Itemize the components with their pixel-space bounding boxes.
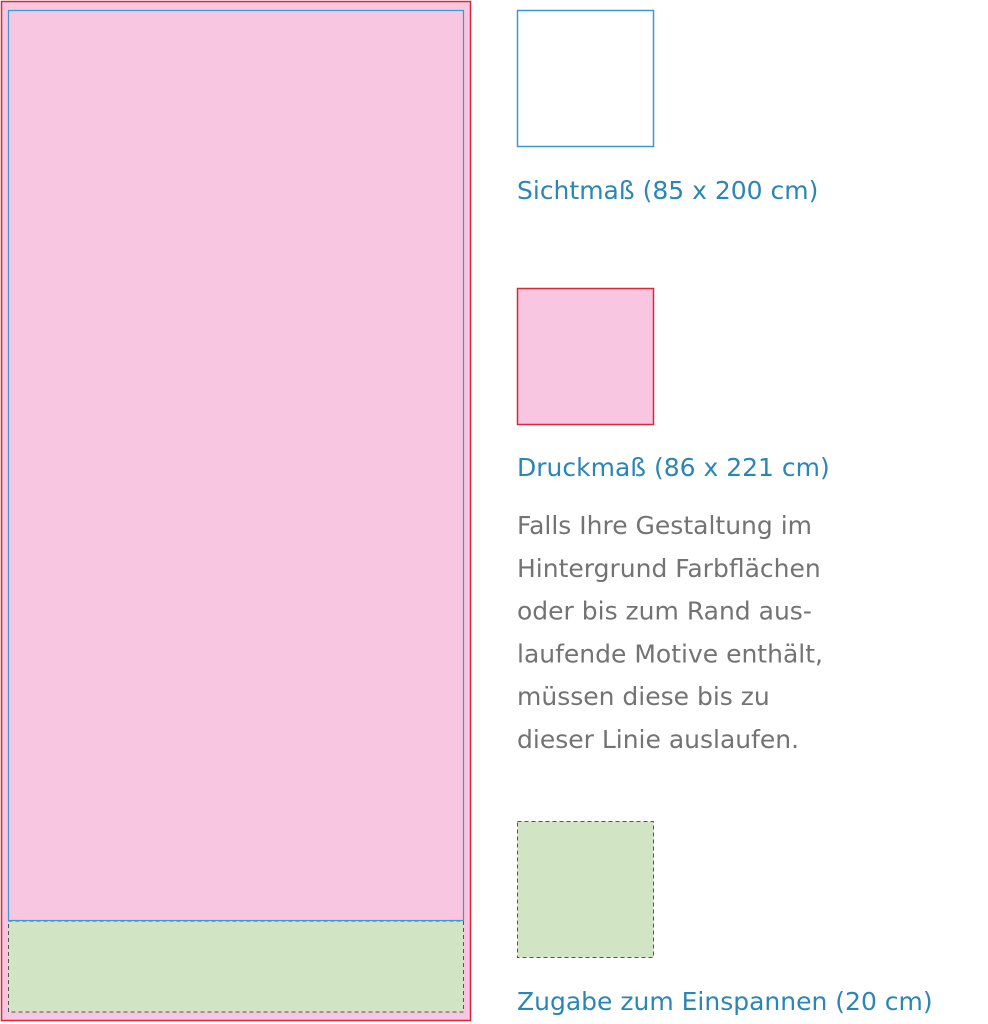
swatch-allowance	[517, 821, 654, 958]
label: Zugabe zum Einspannen (20 cm)	[517, 987, 933, 1016]
description-line: laufende Motive enthält,	[517, 639, 823, 668]
label: Druckmaß (86 x 221 cm)	[517, 453, 830, 482]
description-line: Falls Ihre Gestaltung im	[517, 511, 812, 540]
print-area	[0, 0, 472, 1022]
description-line: oder bis zum Rand aus-	[517, 597, 812, 626]
description-line: dieser Linie auslaufen.	[517, 725, 799, 754]
swatch-visible	[516, 9, 655, 148]
description: Falls Ihre Gestaltung im Hintergrund Farb…	[517, 511, 823, 754]
description-line: Hintergrund Farbflächen	[517, 554, 821, 583]
label: Sichtmaß (85 x 200 cm)	[517, 176, 818, 205]
swatch-print	[516, 287, 655, 426]
description-line: müssen diese bis zu	[517, 682, 770, 711]
tension-allowance	[8, 920, 464, 1013]
visible-area	[7, 9, 465, 922]
